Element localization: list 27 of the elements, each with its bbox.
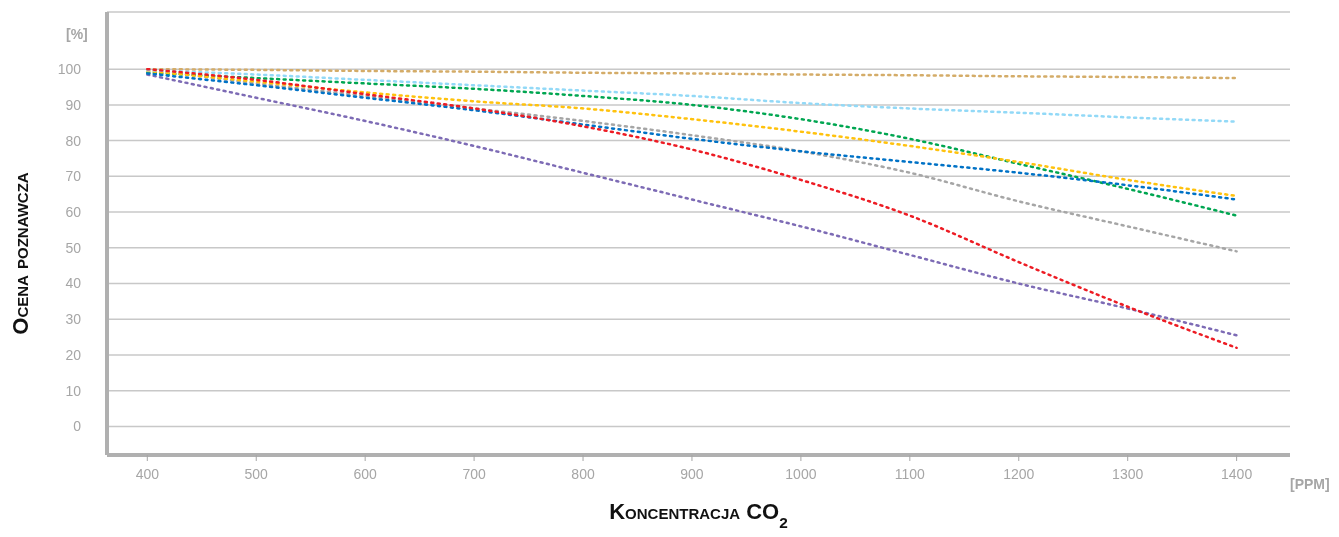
y-tick-label: 80 xyxy=(65,132,82,149)
y-tick-label: 90 xyxy=(65,96,82,113)
x-axis-title: Koncentracja CO$_{2}$ xyxy=(609,499,788,531)
x-tick-label: 800 xyxy=(571,465,595,482)
y-tick-label: 70 xyxy=(65,168,82,185)
y-tick-label: 40 xyxy=(65,275,82,292)
x-tick-label: 500 xyxy=(244,465,269,482)
x-tick-label: 1000 xyxy=(785,465,817,482)
y-tick-label: 60 xyxy=(65,204,82,221)
x-tick-label: 700 xyxy=(462,465,486,482)
y-tick-label: 10 xyxy=(65,382,82,399)
y-tick-label: 0 xyxy=(73,418,82,435)
x-tick-label: 1100 xyxy=(894,465,926,482)
y-tick-label: 50 xyxy=(65,239,82,256)
x-tick-label: 1400 xyxy=(1221,465,1253,482)
text: [PPM] xyxy=(1290,476,1330,492)
y-tick-label: 100 xyxy=(57,61,82,78)
x-tick-label: 1300 xyxy=(1112,465,1144,482)
text: [%] xyxy=(66,26,88,42)
y-tick-label: 30 xyxy=(65,311,82,328)
x-tick-label: 600 xyxy=(353,465,378,482)
y-tick-label: 20 xyxy=(65,346,82,363)
y-axis-title: Ocena poznawcza xyxy=(7,172,33,335)
x-tick-label: 1200 xyxy=(1003,465,1035,482)
line-series xyxy=(146,68,1238,123)
x-tick-label: 400 xyxy=(135,465,160,482)
x-tick-label: 900 xyxy=(680,465,704,482)
